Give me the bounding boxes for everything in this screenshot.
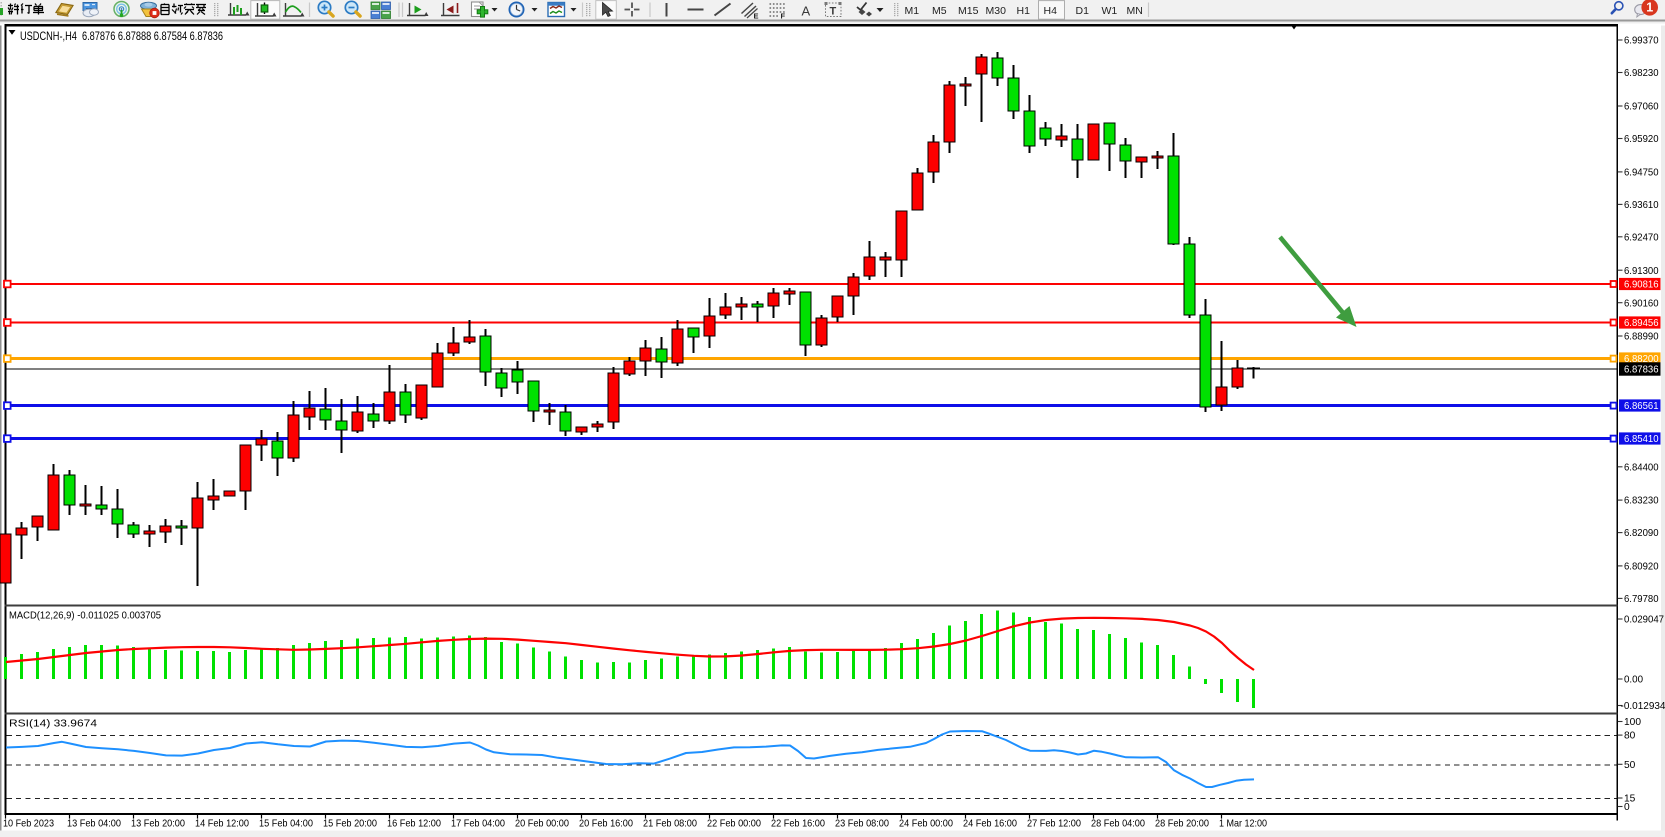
svg-text:MACD(12,26,9) -0.011025 0.0037: MACD(12,26,9) -0.011025 0.003705 xyxy=(9,610,161,622)
svg-text:F: F xyxy=(781,12,786,21)
svg-text:15 Feb 04:00: 15 Feb 04:00 xyxy=(259,818,313,830)
svg-text:80: 80 xyxy=(1624,731,1636,742)
svg-text:13 Feb 04:00: 13 Feb 04:00 xyxy=(67,818,121,830)
svg-text:MN: MN xyxy=(1127,5,1143,17)
svg-text:6.94750: 6.94750 xyxy=(1624,168,1659,179)
svg-text:6.99370: 6.99370 xyxy=(1624,36,1659,47)
svg-text:21 Feb 08:00: 21 Feb 08:00 xyxy=(643,818,697,830)
svg-text:100: 100 xyxy=(1624,717,1641,728)
svg-text:20 Feb 00:00: 20 Feb 00:00 xyxy=(515,818,569,830)
svg-text:23 Feb 08:00: 23 Feb 08:00 xyxy=(835,818,889,830)
svg-text:6.80920: 6.80920 xyxy=(1624,562,1659,573)
svg-text:10 Feb 2023: 10 Feb 2023 xyxy=(3,818,54,830)
svg-text:6.84400: 6.84400 xyxy=(1624,462,1659,473)
svg-text:H4: H4 xyxy=(1044,5,1058,17)
svg-text:6.97060: 6.97060 xyxy=(1624,102,1659,113)
svg-text:13 Feb 20:00: 13 Feb 20:00 xyxy=(131,818,185,830)
svg-text:A: A xyxy=(802,4,811,19)
svg-text:H1: H1 xyxy=(1017,5,1031,17)
svg-text:6.90816: 6.90816 xyxy=(1624,280,1659,291)
svg-text:6.93610: 6.93610 xyxy=(1624,200,1659,211)
svg-text:6.85410: 6.85410 xyxy=(1624,434,1659,445)
svg-text:6.91300: 6.91300 xyxy=(1624,266,1659,277)
svg-text:15 Feb 20:00: 15 Feb 20:00 xyxy=(323,818,377,830)
svg-text:0.029047: 0.029047 xyxy=(1624,615,1664,626)
svg-text:17 Feb 04:00: 17 Feb 04:00 xyxy=(451,818,505,830)
svg-text:RSI(14) 33.9674: RSI(14) 33.9674 xyxy=(9,718,97,730)
svg-text:0.00: 0.00 xyxy=(1624,675,1643,686)
svg-text:W1: W1 xyxy=(1102,5,1118,17)
svg-text:6.95920: 6.95920 xyxy=(1624,134,1659,145)
svg-text:28 Feb 20:00: 28 Feb 20:00 xyxy=(1155,818,1209,830)
svg-text:50: 50 xyxy=(1624,760,1636,771)
svg-text:24 Feb 00:00: 24 Feb 00:00 xyxy=(899,818,953,830)
svg-text:14 Feb 12:00: 14 Feb 12:00 xyxy=(195,818,249,830)
svg-text:-0.012934: -0.012934 xyxy=(1621,701,1665,712)
svg-text:6.98230: 6.98230 xyxy=(1624,68,1659,79)
svg-text:20 Feb 16:00: 20 Feb 16:00 xyxy=(579,818,633,830)
svg-text:6.86561: 6.86561 xyxy=(1624,401,1659,412)
svg-text:24 Feb 16:00: 24 Feb 16:00 xyxy=(963,818,1017,830)
svg-text:6.92470: 6.92470 xyxy=(1624,232,1659,243)
svg-text:1: 1 xyxy=(1646,1,1653,15)
svg-text:6.89456: 6.89456 xyxy=(1624,318,1659,329)
svg-text:1 Mar 12:00: 1 Mar 12:00 xyxy=(1219,818,1267,830)
svg-text:D1: D1 xyxy=(1076,5,1090,17)
svg-text:6.79780: 6.79780 xyxy=(1624,594,1659,605)
svg-text:0: 0 xyxy=(1624,802,1630,813)
svg-text:6.87836: 6.87836 xyxy=(1624,365,1659,376)
svg-text:27 Feb 12:00: 27 Feb 12:00 xyxy=(1027,818,1081,830)
svg-text:6.88200: 6.88200 xyxy=(1624,354,1659,365)
svg-text:28 Feb 04:00: 28 Feb 04:00 xyxy=(1091,818,1145,830)
svg-text:22 Feb 00:00: 22 Feb 00:00 xyxy=(707,818,761,830)
svg-text:22 Feb 16:00: 22 Feb 16:00 xyxy=(771,818,825,830)
svg-text:M1: M1 xyxy=(905,5,920,17)
svg-text:16 Feb 12:00: 16 Feb 12:00 xyxy=(387,818,441,830)
svg-text:M30: M30 xyxy=(986,5,1007,17)
svg-text:E: E xyxy=(754,12,759,21)
svg-text:T: T xyxy=(830,6,837,18)
svg-text:6.83230: 6.83230 xyxy=(1624,496,1659,507)
svg-text:USDCNH-,H4 6.87876 6.87888 6.: USDCNH-,H4 6.87876 6.87888 6.87584 6.878… xyxy=(20,29,223,43)
svg-text:M15: M15 xyxy=(958,5,979,17)
svg-text:M5: M5 xyxy=(932,5,947,17)
svg-text:15: 15 xyxy=(1624,794,1636,805)
svg-text:6.82090: 6.82090 xyxy=(1624,528,1659,539)
svg-text:6.90160: 6.90160 xyxy=(1624,298,1659,309)
svg-text:6.88990: 6.88990 xyxy=(1624,332,1659,343)
